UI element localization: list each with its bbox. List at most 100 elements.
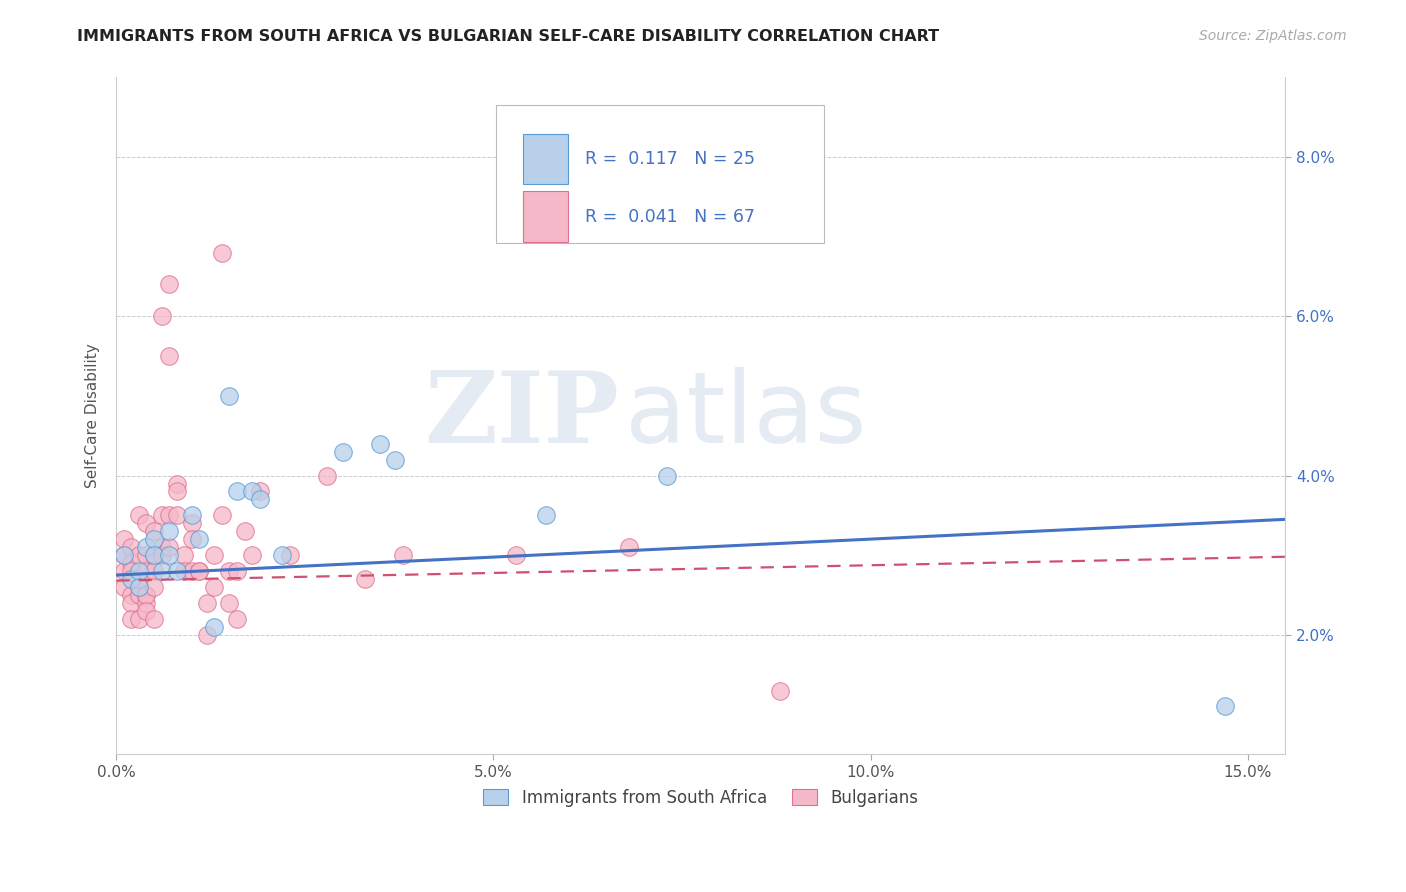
Point xyxy=(120,564,142,578)
Point xyxy=(173,548,195,562)
Point xyxy=(128,588,150,602)
Text: R =  0.041   N = 67: R = 0.041 N = 67 xyxy=(585,208,755,226)
Point xyxy=(384,452,406,467)
Point xyxy=(128,564,150,578)
Point xyxy=(240,548,263,562)
Point xyxy=(143,612,166,626)
Point xyxy=(354,572,377,586)
Point xyxy=(173,564,195,578)
Point xyxy=(135,588,157,602)
Point xyxy=(150,564,173,578)
Point xyxy=(188,564,211,578)
Point xyxy=(211,245,233,260)
Point xyxy=(135,604,157,618)
Point xyxy=(536,508,558,523)
Point xyxy=(128,612,150,626)
Point xyxy=(226,484,249,499)
Point xyxy=(271,548,294,562)
Point xyxy=(120,572,142,586)
Point xyxy=(157,540,180,554)
Point xyxy=(150,548,173,562)
Point xyxy=(128,548,150,562)
Point xyxy=(769,683,792,698)
Point xyxy=(392,548,415,562)
Point xyxy=(143,533,166,547)
Point xyxy=(112,533,135,547)
Point xyxy=(157,524,180,539)
Point xyxy=(188,533,211,547)
Point xyxy=(240,484,263,499)
Point xyxy=(112,548,135,562)
Point xyxy=(157,277,180,292)
Point xyxy=(112,580,135,594)
Point xyxy=(128,572,150,586)
Point xyxy=(157,548,180,562)
Point xyxy=(202,580,225,594)
Point xyxy=(226,564,249,578)
Point xyxy=(166,476,188,491)
Point xyxy=(135,564,157,578)
Point xyxy=(143,580,166,594)
FancyBboxPatch shape xyxy=(496,104,824,244)
Point xyxy=(120,556,142,570)
Point xyxy=(112,548,135,562)
Point xyxy=(150,310,173,324)
Point xyxy=(120,540,142,554)
Point xyxy=(135,548,157,562)
Legend: Immigrants from South Africa, Bulgarians: Immigrants from South Africa, Bulgarians xyxy=(477,782,925,814)
Point xyxy=(195,596,218,610)
Point xyxy=(368,436,391,450)
Point xyxy=(278,548,301,562)
Point xyxy=(619,540,641,554)
Point xyxy=(135,540,157,554)
Point xyxy=(128,572,150,586)
Point xyxy=(332,444,354,458)
Text: Source: ZipAtlas.com: Source: ZipAtlas.com xyxy=(1199,29,1347,43)
Point xyxy=(120,612,142,626)
Point xyxy=(143,548,166,562)
Point xyxy=(180,508,202,523)
Text: IMMIGRANTS FROM SOUTH AFRICA VS BULGARIAN SELF-CARE DISABILITY CORRELATION CHART: IMMIGRANTS FROM SOUTH AFRICA VS BULGARIA… xyxy=(77,29,939,44)
Point xyxy=(180,516,202,531)
Point xyxy=(218,596,240,610)
Point xyxy=(135,516,157,531)
Point xyxy=(233,524,256,539)
Point xyxy=(249,484,271,499)
Text: R =  0.117   N = 25: R = 0.117 N = 25 xyxy=(585,150,755,168)
Point xyxy=(112,564,135,578)
Point xyxy=(180,533,202,547)
Point xyxy=(180,564,202,578)
Point xyxy=(166,484,188,499)
Point xyxy=(226,612,249,626)
Point xyxy=(202,548,225,562)
Point xyxy=(316,468,339,483)
Point xyxy=(211,508,233,523)
Point xyxy=(188,564,211,578)
Point xyxy=(166,564,188,578)
Point xyxy=(143,548,166,562)
Bar xyxy=(523,134,568,185)
Y-axis label: Self-Care Disability: Self-Care Disability xyxy=(86,343,100,488)
Point xyxy=(157,349,180,363)
Point xyxy=(128,580,150,594)
Point xyxy=(143,564,166,578)
Point xyxy=(166,508,188,523)
Point xyxy=(218,564,240,578)
Point xyxy=(157,508,180,523)
Point xyxy=(128,508,150,523)
Point xyxy=(120,596,142,610)
Point xyxy=(655,468,678,483)
Point xyxy=(505,548,527,562)
Point xyxy=(202,620,225,634)
Point xyxy=(150,508,173,523)
Bar xyxy=(523,191,568,242)
Point xyxy=(249,492,271,507)
Point xyxy=(120,588,142,602)
Point xyxy=(143,524,166,539)
Point xyxy=(128,580,150,594)
Text: ZIP: ZIP xyxy=(425,368,619,465)
Point xyxy=(1213,699,1236,714)
Point xyxy=(135,596,157,610)
Text: atlas: atlas xyxy=(624,368,866,465)
Point xyxy=(218,389,240,403)
